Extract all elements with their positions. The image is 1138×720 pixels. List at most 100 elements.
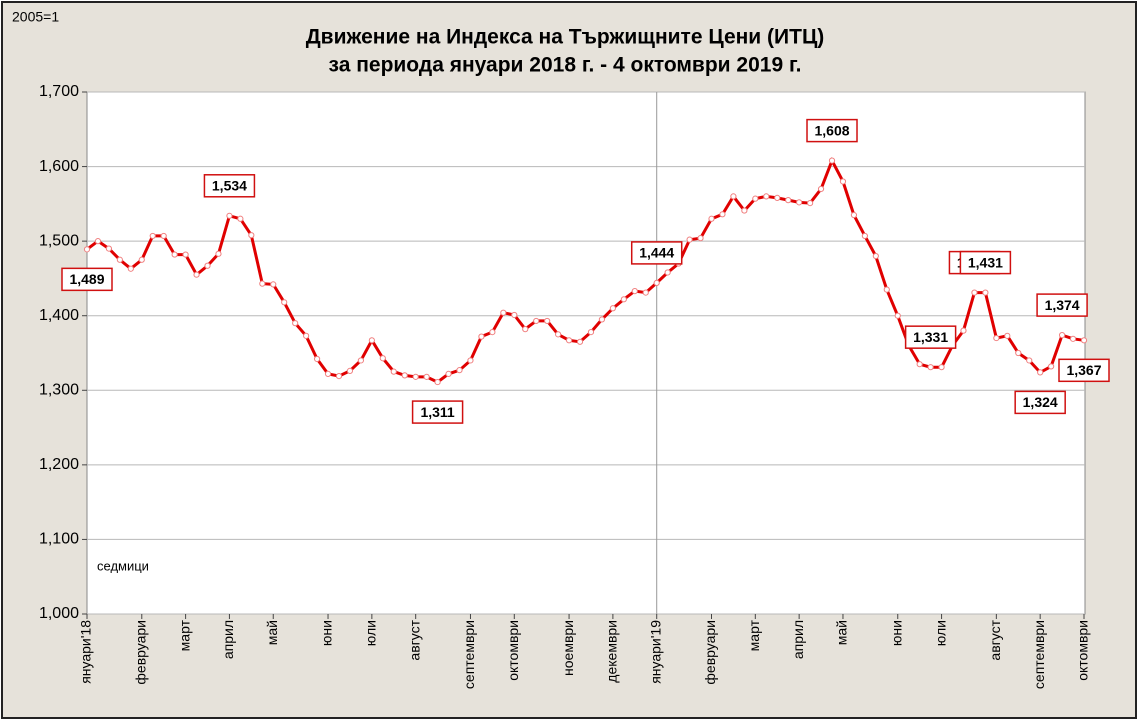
data-label-box (1036, 293, 1088, 317)
marker (390, 368, 397, 375)
marker (730, 193, 737, 200)
marker (741, 207, 748, 214)
marker (565, 337, 573, 344)
marker (817, 185, 825, 193)
marker (412, 373, 419, 380)
data-label: 1,431 (959, 250, 1012, 275)
data-label-box (411, 400, 464, 424)
marker (708, 215, 715, 222)
marker (609, 305, 616, 312)
marker (182, 251, 189, 258)
marker (763, 193, 770, 200)
plot-area (86, 91, 1086, 615)
marker (281, 299, 288, 306)
data-label: 1,324 (1014, 390, 1066, 415)
y-tick-label: 1,600 (39, 158, 79, 175)
x-tick-label: октомври (1075, 620, 1091, 681)
x-tick-label: април (790, 620, 806, 659)
marker (544, 317, 551, 325)
marker (215, 250, 222, 257)
marker (522, 326, 529, 333)
marker (533, 317, 540, 325)
x-tick-label: март (176, 619, 192, 651)
marker (237, 215, 244, 222)
marker (313, 355, 321, 363)
marker (445, 370, 452, 377)
marker (555, 331, 562, 338)
marker (83, 246, 91, 253)
marker (1015, 349, 1022, 357)
data-label-text: 1,431 (968, 254, 1003, 270)
marker (839, 178, 847, 185)
data-label-text: 1,608 (814, 122, 849, 138)
line (86, 156, 1085, 384)
data-label-text: 1,374 (1045, 297, 1080, 313)
marker (686, 236, 693, 243)
marker (872, 252, 879, 260)
marker (752, 195, 759, 202)
x-tick-label: януари'19 (647, 620, 663, 684)
x-tick-label: август (987, 619, 1003, 660)
marker (292, 320, 299, 327)
marker (467, 357, 474, 364)
x-tick-label: януари'18 (78, 620, 94, 684)
marker (1058, 332, 1066, 339)
x-tick-label: септември (461, 620, 477, 689)
marker (642, 289, 649, 296)
x-tick-label: февруари (132, 620, 148, 685)
marker (697, 235, 704, 242)
x-tick-label: май (834, 620, 850, 645)
marker (478, 333, 485, 340)
marker (1048, 363, 1055, 370)
marker (1080, 337, 1088, 344)
marker (631, 288, 638, 295)
data-label-box (630, 241, 683, 265)
marker (1037, 369, 1044, 376)
data-label: 1,367 (1058, 358, 1110, 383)
data-label-text: 1,331 (913, 329, 948, 345)
marker (248, 232, 255, 239)
marker (456, 367, 463, 374)
marker (303, 332, 310, 339)
marker (379, 355, 386, 362)
data-label: 1,534 (203, 174, 256, 198)
marker (861, 232, 868, 240)
marker (785, 197, 792, 204)
x-tick-label: септември (1031, 620, 1047, 689)
marker (423, 373, 430, 380)
y-tick-label: 1,500 (39, 232, 79, 249)
marker (489, 329, 496, 336)
x-tick-label: юли (363, 620, 379, 646)
marker (346, 367, 354, 374)
y-tick-label: 1,000 (39, 605, 79, 622)
marker (1026, 357, 1033, 364)
marker (664, 269, 671, 276)
data-label-box (1014, 390, 1066, 415)
marker (368, 337, 375, 344)
data-label: 1,489 (61, 267, 113, 292)
marker (576, 338, 584, 345)
marker (806, 200, 814, 207)
marker (620, 296, 627, 303)
marker (94, 238, 102, 245)
chart-title: Движение на Индекса на Тържищните Цени (… (306, 26, 825, 49)
marker (127, 265, 134, 272)
chart-subtitle: за периода януари 2018 г. - 4 октомври 2… (329, 54, 802, 77)
marker (1004, 332, 1011, 339)
marker (324, 370, 332, 377)
y-tick-label: 1,100 (39, 531, 79, 548)
x-tick-label: юни (888, 620, 904, 646)
marker (226, 212, 233, 219)
marker (796, 199, 803, 206)
x-note: седмици (97, 558, 149, 573)
marker (982, 289, 989, 296)
marker (1069, 335, 1077, 342)
data-label-box (904, 325, 957, 349)
marker (971, 289, 978, 296)
y-tick-label: 1,700 (39, 83, 79, 100)
data-label-text: 1,534 (212, 177, 247, 193)
marker (598, 316, 606, 323)
marker (828, 157, 836, 164)
data-label-text: 1,367 (1066, 362, 1101, 378)
